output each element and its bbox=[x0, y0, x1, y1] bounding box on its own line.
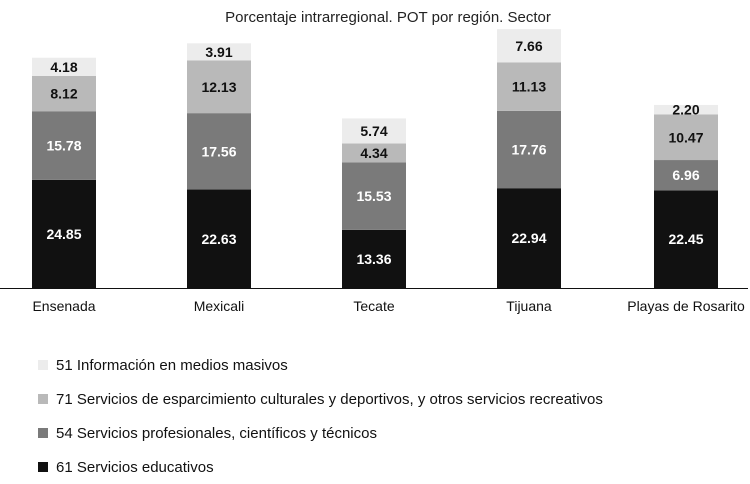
data-label: 3.91 bbox=[205, 44, 232, 60]
data-label: 5.74 bbox=[360, 123, 387, 139]
legend-label: 61 Servicios educativos bbox=[56, 458, 214, 476]
legend-item: 54 Servicios profesionales, científicos … bbox=[38, 416, 603, 450]
data-label: 15.53 bbox=[356, 188, 391, 204]
data-label: 12.13 bbox=[201, 79, 236, 95]
legend-item: 71 Servicios de esparcimiento culturales… bbox=[38, 382, 603, 416]
bar-segment-ensenada-s2 bbox=[32, 75, 96, 112]
chart-title: Porcentaje intrarregional. POT por regió… bbox=[225, 9, 551, 26]
data-label: 22.94 bbox=[511, 230, 546, 246]
bar-segment-ensenada-s0 bbox=[32, 179, 96, 288]
bar-segment-ensenada-s1 bbox=[32, 111, 96, 180]
data-label: 13.36 bbox=[356, 251, 391, 267]
legend-label: 51 Información en medios masivos bbox=[56, 356, 288, 374]
legend-swatch bbox=[38, 394, 48, 404]
legend-item: 51 Información en medios masivos bbox=[38, 348, 603, 382]
data-label: 22.63 bbox=[201, 231, 236, 247]
legend-label: 54 Servicios profesionales, científicos … bbox=[56, 424, 377, 442]
bar-segment-playas-de-rosarito-s1 bbox=[654, 160, 718, 191]
bar-segment-tijuana-s2 bbox=[497, 62, 561, 111]
legend-item: 61 Servicios educativos bbox=[38, 450, 603, 484]
data-label: 2.20 bbox=[672, 102, 699, 118]
bar-segment-playas-de-rosarito-s3 bbox=[654, 104, 718, 115]
category-labels: Ensenada Mexicali Tecate Tijuana Playas de R… bbox=[32, 298, 744, 314]
data-label: 15.78 bbox=[46, 138, 81, 154]
bar-segment-tecate-s1 bbox=[342, 162, 406, 230]
bar-segment-tijuana-s0 bbox=[497, 188, 561, 288]
category-label: Tecate bbox=[353, 298, 394, 314]
category-label: Tijuana bbox=[506, 298, 552, 314]
bar-segment-playas-de-rosarito-s0 bbox=[654, 190, 718, 288]
bar-segment-tecate-s2 bbox=[342, 143, 406, 163]
bar-segment-mexicali-s3 bbox=[187, 43, 251, 61]
category-label: Mexicali bbox=[194, 298, 245, 314]
data-label: 10.47 bbox=[668, 129, 703, 145]
data-label: 4.18 bbox=[50, 59, 77, 75]
data-label: 11.13 bbox=[512, 79, 546, 95]
data-label: 7.66 bbox=[515, 38, 542, 54]
data-label: 4.34 bbox=[360, 145, 387, 161]
data-label: 17.56 bbox=[201, 143, 236, 159]
data-label: 17.76 bbox=[511, 142, 546, 158]
legend: 51 Información en medios masivos 71 Servi… bbox=[38, 348, 603, 484]
bar-segment-playas-de-rosarito-s2 bbox=[654, 114, 718, 161]
data-label: 24.85 bbox=[46, 226, 81, 242]
legend-swatch bbox=[38, 428, 48, 438]
bar-segment-ensenada-s3 bbox=[32, 57, 96, 76]
bar-segment-tijuana-s3 bbox=[497, 29, 561, 63]
data-label: 8.12 bbox=[50, 86, 77, 102]
bar-segment-tecate-s3 bbox=[342, 118, 406, 144]
bar-segment-tecate-s0 bbox=[342, 229, 406, 288]
bar-segment-mexicali-s2 bbox=[187, 60, 251, 114]
data-label: 22.45 bbox=[668, 231, 703, 247]
data-label: 6.96 bbox=[672, 167, 699, 183]
bars-group: 24.85 15.78 8.12 4.18 22.63 17.56 12.13 3.91 13.… bbox=[32, 29, 718, 288]
bar-segment-tijuana-s1 bbox=[497, 110, 561, 189]
bar-segment-mexicali-s1 bbox=[187, 113, 251, 190]
category-label: Playas de Rosarito bbox=[627, 298, 745, 314]
legend-swatch bbox=[38, 360, 48, 370]
legend-swatch bbox=[38, 462, 48, 472]
bar-segment-mexicali-s0 bbox=[187, 189, 251, 288]
legend-label: 71 Servicios de esparcimiento culturales… bbox=[56, 390, 603, 408]
category-label: Ensenada bbox=[32, 298, 95, 314]
